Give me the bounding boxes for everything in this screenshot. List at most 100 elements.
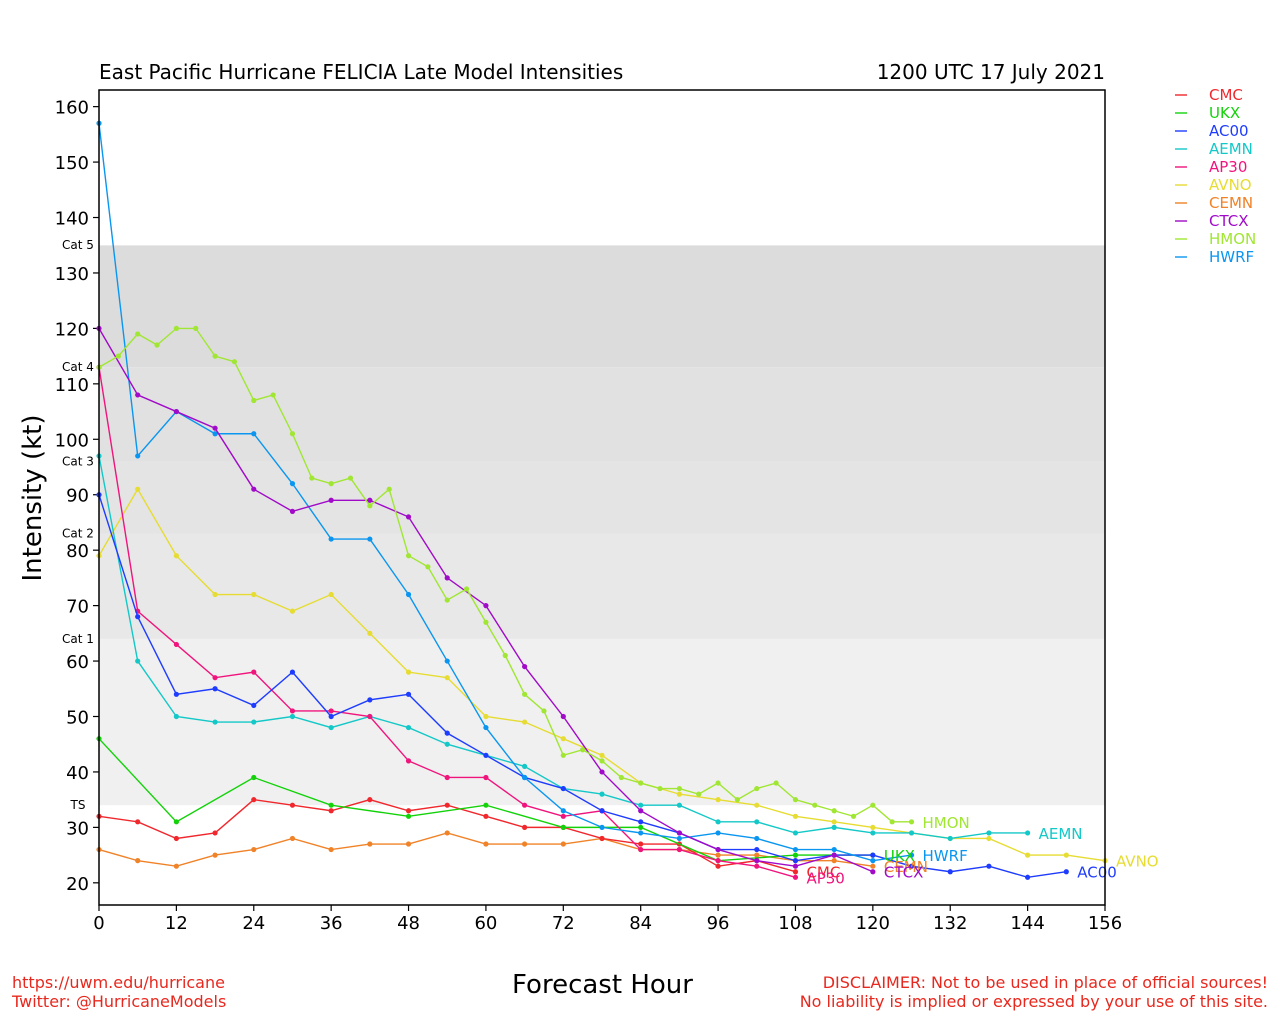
data-point-hmon — [831, 808, 837, 814]
data-point-hmon — [541, 708, 547, 714]
data-point-hwrf — [638, 830, 644, 836]
data-point-cmc — [367, 797, 373, 803]
x-tick-label: 60 — [474, 913, 497, 934]
data-point-ctcx — [522, 663, 528, 670]
data-point-hmon — [405, 553, 412, 559]
data-point-hmon — [251, 397, 257, 404]
y-tick-label: 130 — [55, 264, 89, 285]
data-point-aemn — [405, 724, 412, 731]
band-label: Cat 4 — [62, 360, 94, 374]
end-label-ac00: AC00 — [1077, 864, 1117, 882]
data-point-hmon — [367, 503, 373, 509]
band-label: TS — [70, 798, 86, 812]
end-label-ctcx: CTCX — [884, 864, 924, 882]
data-point-ac00 — [638, 819, 644, 825]
data-point-hmon — [386, 486, 392, 492]
data-point-hmon — [908, 819, 915, 825]
data-point-avno — [599, 752, 605, 758]
data-point-cmc — [522, 824, 528, 830]
data-point-hwrf — [792, 846, 799, 853]
data-point-hmon — [328, 481, 334, 487]
data-point-cemn — [405, 841, 412, 847]
data-point-cemn — [870, 863, 876, 869]
data-point-ac00 — [367, 697, 373, 703]
band-cat-4 — [99, 245, 1105, 368]
data-point-ukx — [638, 824, 644, 830]
data-point-ctcx — [715, 846, 721, 853]
x-tick-label: 24 — [242, 913, 265, 934]
y-tick-label: 70 — [66, 597, 89, 618]
data-point-ac00 — [444, 730, 450, 736]
data-point-hmon — [135, 331, 141, 337]
x-tick-label: 96 — [707, 913, 730, 934]
data-point-hwrf — [831, 846, 837, 853]
data-point-aemn — [1025, 830, 1031, 836]
data-point-aemn — [986, 830, 992, 836]
data-point-hmon — [193, 325, 199, 332]
band-label: Cat 1 — [62, 632, 94, 646]
x-tick-label: 48 — [397, 913, 420, 934]
data-point-cmc — [212, 830, 218, 836]
x-tick-label: 12 — [165, 913, 188, 934]
data-point-ctcx — [251, 486, 257, 492]
data-point-hmon — [870, 802, 876, 808]
legend-label-hmon: HMON — [1209, 230, 1256, 248]
data-point-avno — [870, 824, 876, 830]
data-point-avno — [522, 719, 528, 725]
data-point-aemn — [522, 763, 528, 769]
data-point-aemn — [676, 802, 682, 808]
legend-label-avno: AVNO — [1209, 176, 1252, 194]
data-point-aemn — [444, 741, 450, 747]
category-bands: TS Cat 1 Cat 2 Cat 3 Cat 4 Cat 5 — [62, 90, 1105, 812]
data-point-cmc — [251, 797, 257, 803]
data-point-ac00 — [135, 614, 141, 620]
data-point-ap30 — [638, 846, 644, 853]
data-point-ap30 — [367, 713, 373, 720]
data-point-ac00 — [1025, 874, 1031, 880]
plot-frame — [98, 89, 1106, 906]
data-point-ctcx — [792, 863, 799, 869]
data-point-ctcx — [560, 713, 566, 720]
data-point-hwrf — [522, 774, 528, 781]
data-point-hwrf — [560, 808, 566, 814]
data-point-hmon — [889, 819, 895, 825]
y-tick-label: 100 — [55, 430, 89, 451]
data-point-ctcx — [676, 830, 682, 836]
data-point-ac00 — [1063, 869, 1069, 875]
data-point-ctcx — [289, 508, 296, 514]
x-axis-label: Forecast Hour — [512, 970, 693, 1000]
data-point-cemn — [328, 846, 334, 853]
data-point-avno — [831, 819, 837, 825]
footer-url[interactable]: https://uwm.edu/hurricane — [12, 973, 225, 992]
data-point-aemn — [599, 791, 605, 797]
data-point-ap30 — [212, 675, 218, 681]
y-tick-label: 140 — [55, 209, 89, 230]
data-point-hmon — [599, 758, 605, 764]
data-point-cmc — [638, 841, 644, 847]
data-point-cmc — [405, 808, 412, 814]
band-cat-1 — [99, 533, 1105, 639]
data-point-cemn — [135, 858, 141, 864]
data-point-ac00 — [947, 869, 953, 875]
data-point-avno — [792, 813, 799, 819]
data-point-hwrf — [289, 481, 296, 487]
footer-twitter[interactable]: Twitter: @HurricaneModels — [12, 992, 227, 1011]
data-point-ac00 — [599, 808, 605, 814]
data-point-hmon — [502, 652, 508, 659]
data-point-avno — [251, 591, 257, 598]
data-point-ukx — [251, 774, 257, 781]
data-point-hmon — [425, 564, 431, 570]
data-point-ac00 — [870, 852, 876, 858]
data-point-ctcx — [831, 852, 837, 858]
data-point-avno — [1063, 852, 1069, 858]
data-point-ac00 — [754, 846, 760, 853]
y-tick-label: 160 — [55, 98, 89, 119]
data-point-ap30 — [444, 774, 450, 781]
data-point-hwrf — [754, 835, 760, 842]
data-point-ctcx — [135, 392, 141, 398]
data-point-hmon — [734, 797, 741, 803]
y-tick-label: 90 — [66, 486, 89, 507]
data-point-avno — [560, 736, 566, 742]
data-point-hmon — [638, 780, 644, 786]
